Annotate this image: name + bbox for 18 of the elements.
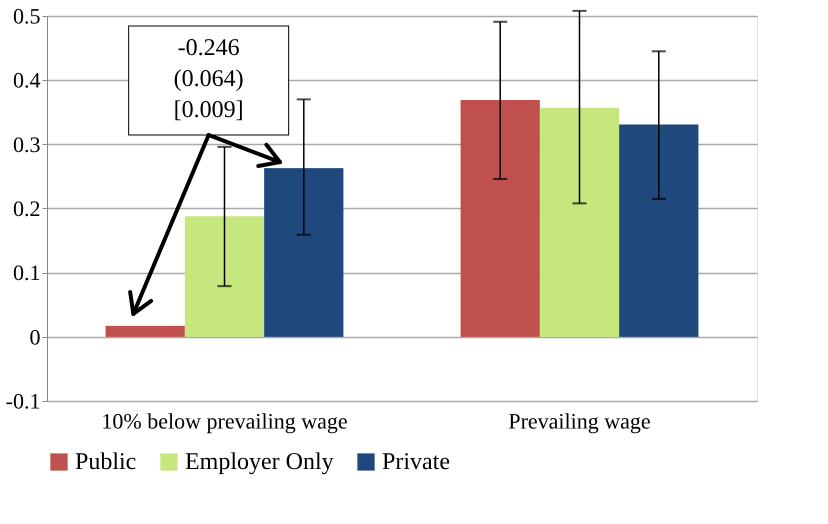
y-tick-label: 0.1 <box>13 260 40 286</box>
bar <box>540 108 620 337</box>
y-tick-label: 0.4 <box>13 68 40 93</box>
x-tick-label: 10% below prevailing wage <box>101 408 348 434</box>
bar <box>264 168 344 337</box>
y-tick-label: 0.3 <box>13 132 40 157</box>
legend-label: Private <box>382 449 450 475</box>
bar <box>460 100 540 337</box>
y-tick-label: 0.2 <box>13 196 40 221</box>
annotation: -0.246 (0.064) [0.009] <box>174 35 244 123</box>
bar <box>619 124 698 337</box>
x-tick-label: Prevailing wage <box>508 408 651 434</box>
bar <box>106 326 185 337</box>
y-tick-label: 0 <box>30 324 40 350</box>
legend-label: Public <box>75 449 136 475</box>
legend-label: Employer Only <box>185 449 334 475</box>
y-tick-label: -0.1 <box>6 388 40 414</box>
y-tick-label: 0.5 <box>13 4 40 28</box>
